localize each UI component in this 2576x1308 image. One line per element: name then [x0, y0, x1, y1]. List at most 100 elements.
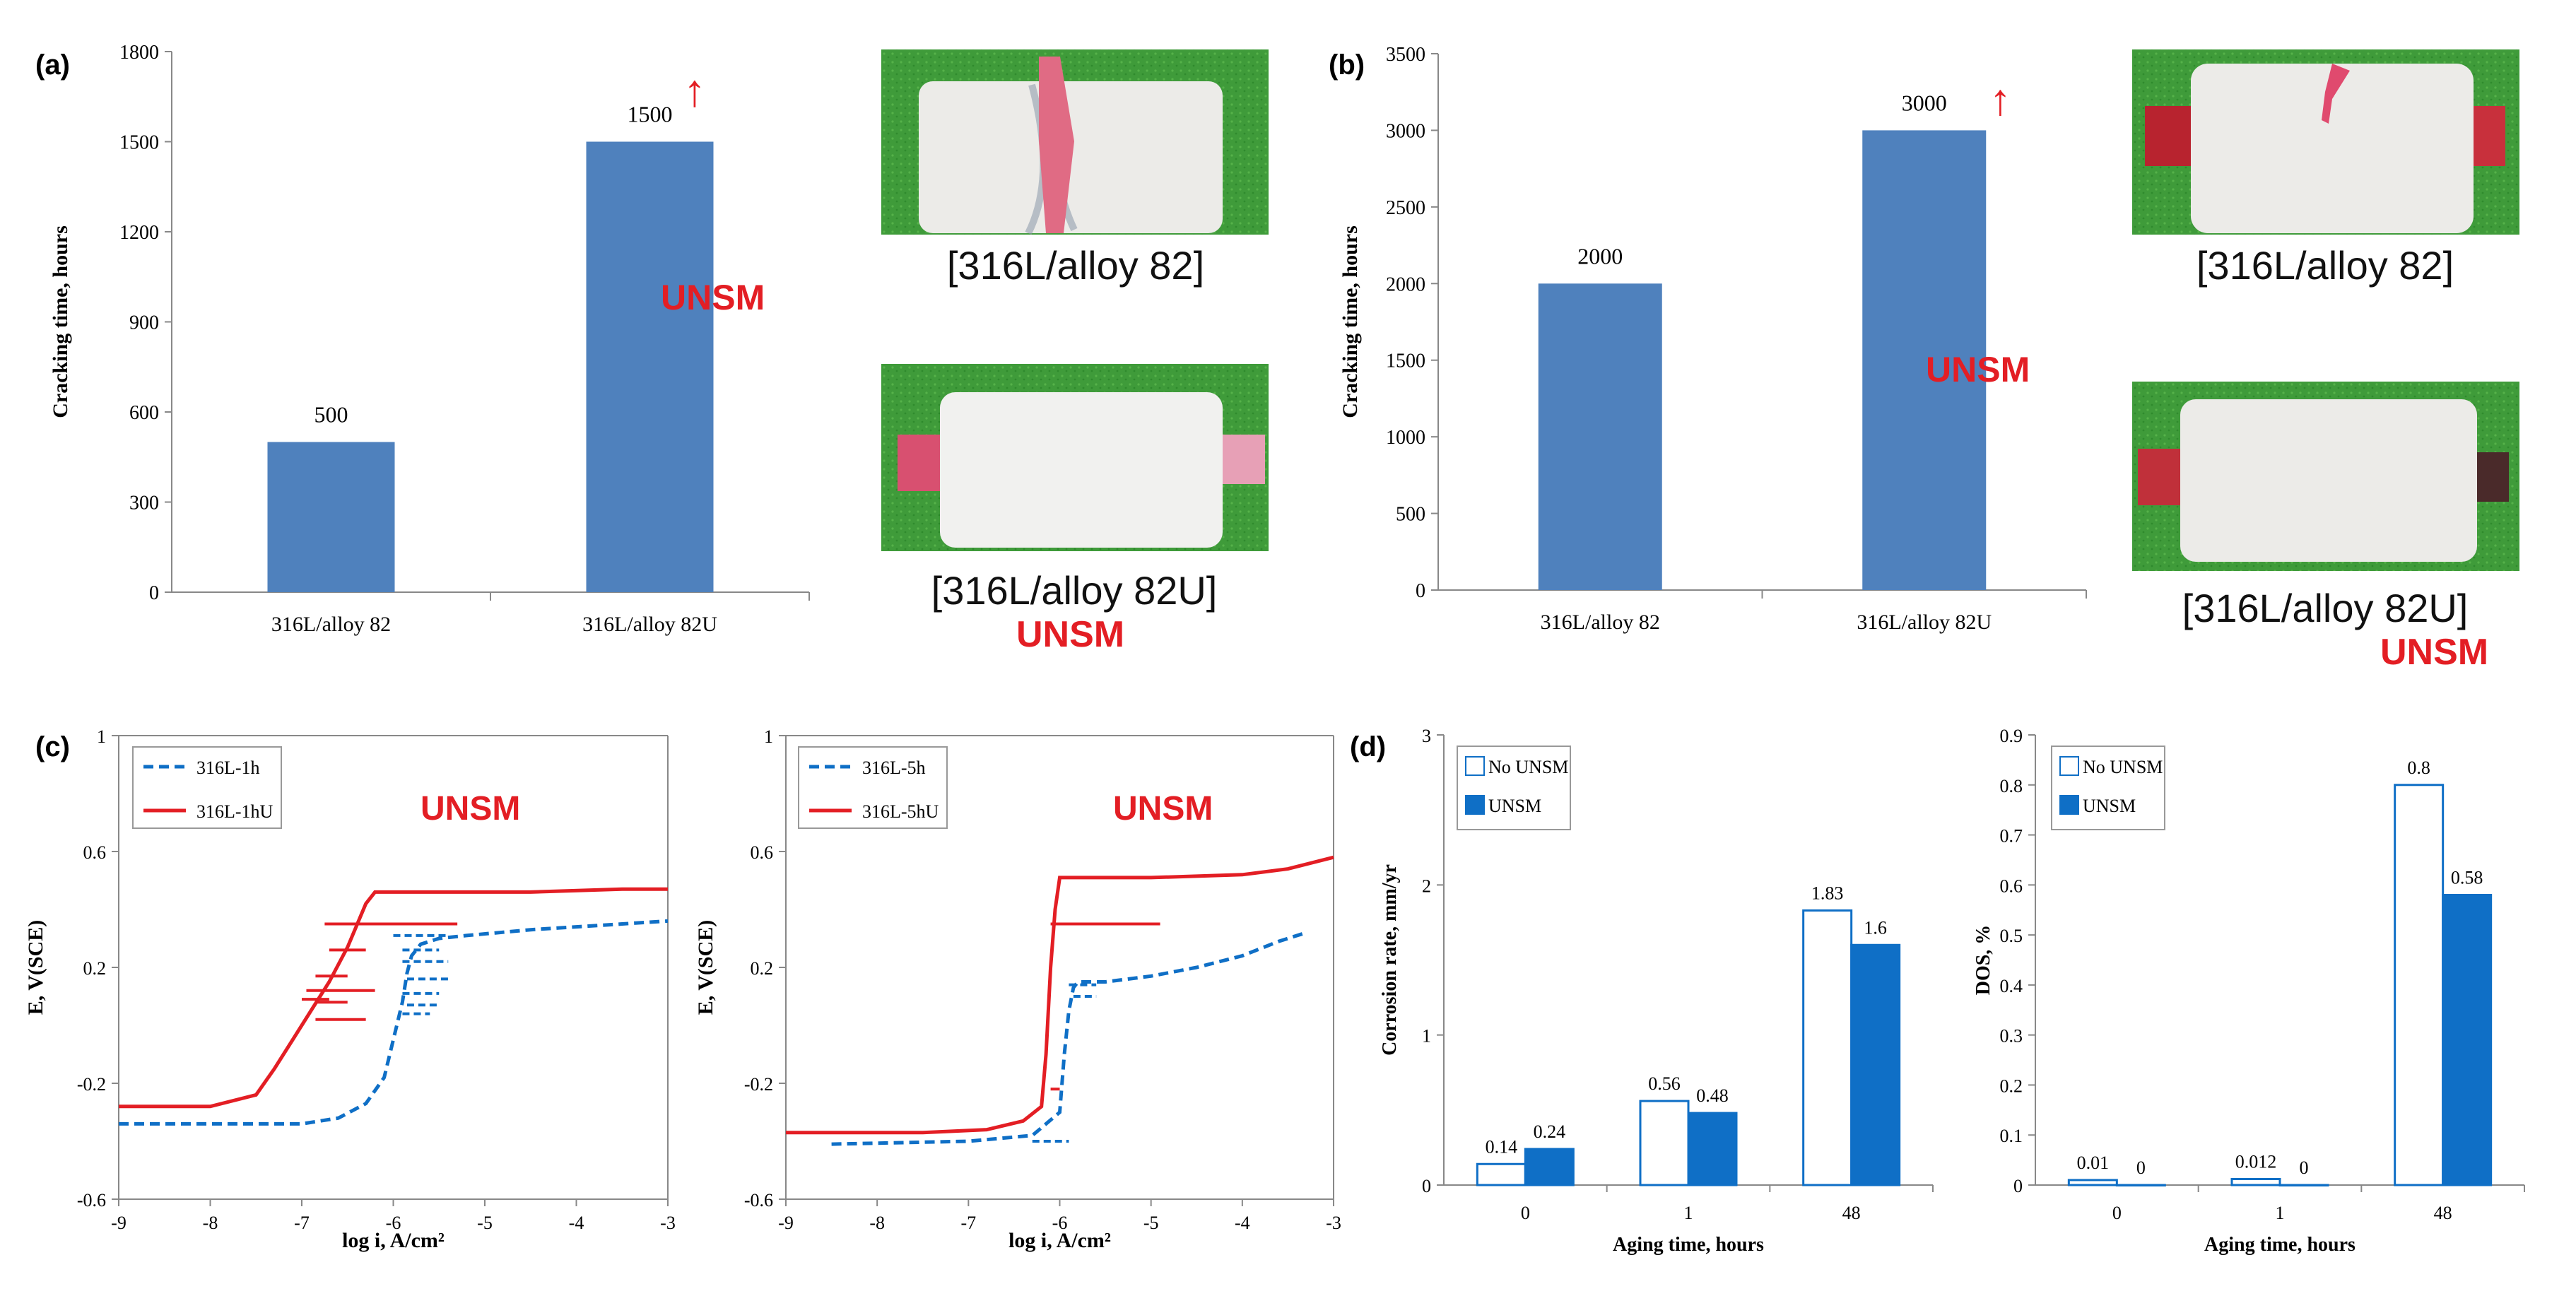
- chart-c2-xtick-label: -4: [1235, 1213, 1250, 1233]
- chart-c1-xtick-label: -6: [386, 1213, 401, 1233]
- chart-a-value-label: 1500: [628, 102, 673, 127]
- chart-d2-value-label: 0: [2300, 1157, 2309, 1178]
- chart-d2-legend: [2051, 746, 2165, 830]
- photo-b1-caption: [316L/alloy 82]: [2196, 243, 2454, 288]
- chart-c2-xtick-label: -3: [1326, 1213, 1341, 1233]
- chart-d2-category-label: 48: [2434, 1203, 2452, 1223]
- chart-d1-value-label: 0.56: [1648, 1073, 1681, 1094]
- chart-a-cracking-time: 0 300 600 900 1200 1500 1800 Cracking time, hou…: [49, 42, 810, 636]
- chart-d1-ytick-label: 0: [1422, 1176, 1431, 1196]
- chart-c2-legend-label: 316L-5h: [862, 758, 926, 778]
- chart-d2-category-label: 0: [2112, 1203, 2122, 1223]
- chart-c1-y-axis-label: E, V(SCE): [24, 920, 47, 1015]
- chart-b-ytick-label: 2000: [1386, 273, 1425, 295]
- chart-c1-legend-label: 316L-1h: [196, 758, 260, 778]
- chart-d1-bar-no-unsm: [1476, 1162, 1527, 1186]
- chart-b-ytick-label: 3000: [1386, 120, 1425, 142]
- chart-c1-xtick-label: -4: [569, 1213, 584, 1233]
- chart-c1-ytick-label: 0.2: [83, 958, 107, 979]
- chart-d2-ytick-label: 0.3: [2000, 1026, 2023, 1047]
- unsm-annotation-b: UNSM: [1926, 350, 2030, 389]
- chart-d1-value-label: 0.14: [1486, 1136, 1518, 1157]
- chart-d2-ytick-label: 0.1: [2000, 1126, 2023, 1146]
- chart-d2-value-label: 0.01: [2077, 1153, 2110, 1173]
- chart-d2-y-axis-label: DOS, %: [1972, 925, 1994, 996]
- chart-a-category-label: 316L/alloy 82: [271, 613, 391, 636]
- chart-d1-ytick-label: 2: [1422, 876, 1431, 896]
- chart-c2-xtick-label: -7: [960, 1213, 976, 1233]
- chart-d2-bar-unsm: [2115, 1184, 2166, 1186]
- chart-c2-x-axis-label: log i, A/cm²: [1008, 1229, 1111, 1252]
- chart-d1-category-label: 0: [1521, 1203, 1530, 1223]
- chart-c1-series-base: [119, 919, 669, 1126]
- chart-b-cracking-time: 0 500 1000 1500 2000 2500 3000 3500 Cracking tim…: [1339, 44, 2087, 634]
- chart-c1-ytick-label: 0.6: [83, 842, 107, 863]
- chart-d1-ytick-label: 3: [1422, 726, 1431, 746]
- chart-d2-value-label: 0.58: [2451, 867, 2483, 888]
- chart-c2-xtick-label: -5: [1143, 1213, 1159, 1233]
- chart-c2-xtick-label: -6: [1052, 1213, 1068, 1233]
- chart-d1-bar-no-unsm: [1802, 909, 1853, 1186]
- chart-b-value-label: 2000: [1577, 243, 1623, 269]
- chart-d2-bar-unsm: [2442, 893, 2493, 1186]
- chart-b-category-label: 316L/alloy 82U: [1857, 611, 1992, 634]
- chart-d2-bar-unsm: [2278, 1184, 2329, 1186]
- unsm-annotation-c2: UNSM: [1113, 790, 1213, 827]
- chart-d1-category-label: 48: [1842, 1203, 1861, 1223]
- chart-d2-value-label: 0.8: [2407, 758, 2430, 778]
- panel-label-d: (d): [1350, 731, 1386, 762]
- chart-d1-value-label: 0.24: [1534, 1121, 1566, 1142]
- chart-b-ytick-label: 3500: [1386, 44, 1425, 66]
- chart-b-ytick-label: 1000: [1386, 427, 1425, 449]
- chart-a-ytick-label: 600: [129, 402, 159, 424]
- chart-c2-series-unsm: [786, 855, 1334, 1135]
- chart-d2-legend-label: UNSM: [2083, 796, 2136, 816]
- chart-c-polarization-5h: -0.6 -0.2 0.2 0.6 1 E, V(SCE) log i, A/cm² -9 -8…: [694, 726, 1341, 1252]
- chart-b-bar: [1862, 130, 1987, 590]
- chart-a-ytick-label: 1500: [119, 132, 159, 154]
- chart-d1-ytick-label: 1: [1422, 1026, 1431, 1047]
- chart-b-ytick-label: 1500: [1386, 350, 1425, 372]
- chart-a-ytick-label: 0: [149, 582, 159, 604]
- chart-d1-legend-swatch: [1465, 756, 1485, 776]
- chart-a-bar: [267, 442, 395, 592]
- chart-c2-ytick-label: 1: [764, 726, 773, 747]
- chart-c2-y-axis-label: E, V(SCE): [694, 920, 717, 1015]
- chart-b-ytick-label: 500: [1396, 504, 1425, 526]
- chart-a-ytick-label: 1200: [119, 222, 159, 244]
- chart-c1-xtick-label: -9: [111, 1213, 127, 1233]
- chart-c2-legend-label: 316L-5hU: [862, 801, 939, 822]
- chart-d2-x-axis-label: Aging time, hours: [2204, 1234, 2356, 1256]
- chart-c2-ytick-label: -0.2: [744, 1074, 773, 1095]
- chart-d1-bar-no-unsm: [1639, 1100, 1690, 1186]
- chart-d2-bar-no-unsm: [2067, 1179, 2118, 1186]
- chart-d2-ytick-label: 0.6: [2000, 876, 2023, 896]
- chart-c1-xtick-label: -8: [203, 1213, 218, 1233]
- chart-c1-xtick-label: -7: [294, 1213, 310, 1233]
- chart-d1-legend: [1457, 746, 1571, 830]
- photo-a-316l-alloy82: [881, 49, 1269, 235]
- chart-c1-legend: [132, 746, 282, 829]
- chart-b-ytick-label: 2500: [1386, 197, 1425, 219]
- arrow-up-icon-b: ↑: [1989, 76, 2011, 124]
- chart-d1-legend-swatch: [1465, 795, 1485, 815]
- photo-b-316l-alloy82u: [2132, 382, 2519, 571]
- chart-d1-bar-unsm: [1850, 943, 1901, 1186]
- chart-d2-bar-no-unsm: [2394, 784, 2445, 1186]
- unsm-annotation-photo-a: UNSM: [1016, 614, 1124, 655]
- unsm-annotation-a: UNSM: [661, 278, 765, 317]
- chart-d2-legend-label: No UNSM: [2083, 757, 2163, 777]
- chart-c2-xtick-label: -9: [778, 1213, 794, 1233]
- chart-b-value-label: 3000: [1902, 90, 1947, 115]
- chart-d2-value-label: 0.012: [2235, 1152, 2277, 1172]
- chart-d2-legend-swatch: [2059, 756, 2079, 776]
- unsm-annotation-c1: UNSM: [420, 790, 520, 827]
- chart-d1-y-axis-label: Corrosion rate, mm/yr: [1379, 864, 1401, 1056]
- chart-d2-ytick-label: 0.9: [2000, 726, 2023, 746]
- chart-c1-xtick-label: -5: [477, 1213, 493, 1233]
- chart-d2-ytick-label: 0.4: [2000, 976, 2023, 996]
- chart-d2-legend-swatch: [2059, 795, 2079, 815]
- chart-d-corrosion-rate: 0 1 2 3 Corrosion rate, mm/yr Aging time, hou…: [1379, 726, 1934, 1256]
